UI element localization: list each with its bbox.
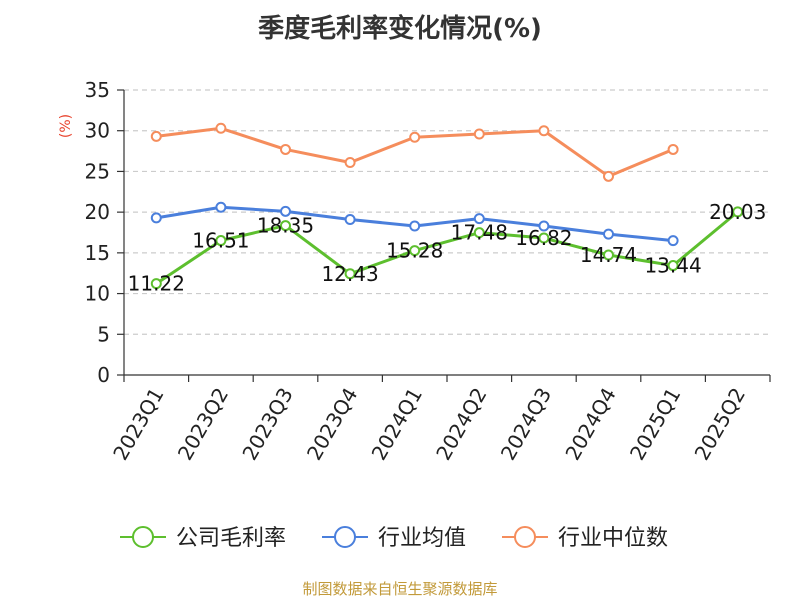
y-unit-label: (%) bbox=[58, 114, 74, 138]
y-tick-label: 20 bbox=[85, 200, 110, 224]
x-tick-label: 2025Q2 bbox=[690, 384, 750, 465]
company-series-point bbox=[280, 220, 291, 232]
industry-median-series-point bbox=[409, 131, 421, 143]
industry-avg-series-point bbox=[280, 205, 291, 217]
company-series-point bbox=[215, 235, 227, 247]
industry-median-series-point bbox=[344, 156, 356, 168]
company-series-point bbox=[344, 268, 356, 280]
industry-avg-series-point bbox=[215, 201, 227, 213]
data-label: 18.35 bbox=[257, 214, 314, 238]
y-tick-label: 5 bbox=[97, 322, 110, 346]
data-label: 12.43 bbox=[321, 262, 378, 286]
data-label: 11.22 bbox=[128, 272, 185, 296]
chart-title: 季度毛利率变化情况(%) bbox=[258, 14, 542, 44]
industry-avg-series-point bbox=[344, 213, 356, 225]
legend-label: 公司毛利率 bbox=[176, 526, 286, 551]
data-label: 14.74 bbox=[580, 243, 637, 267]
x-tick-label: 2023Q2 bbox=[173, 384, 233, 465]
data-label: 20.03 bbox=[709, 200, 766, 224]
industry-avg-series-point bbox=[667, 235, 679, 247]
x-tick-label: 2024Q2 bbox=[431, 384, 491, 465]
x-tick-label: 2023Q1 bbox=[108, 384, 168, 465]
x-tick-label: 2023Q4 bbox=[302, 384, 362, 465]
industry-median-series-point bbox=[473, 128, 485, 140]
data-label: 13.44 bbox=[644, 254, 701, 278]
company-series-point bbox=[538, 232, 550, 244]
industry-median-series-point bbox=[280, 143, 291, 155]
y-tick-label: 10 bbox=[85, 282, 110, 306]
company-series-point bbox=[603, 249, 614, 261]
x-tick-label: 2024Q4 bbox=[560, 384, 620, 465]
industry-median-series-point bbox=[150, 130, 162, 142]
y-tick-label: 30 bbox=[85, 119, 110, 143]
company-series-point bbox=[667, 260, 679, 272]
data-label: 16.51 bbox=[192, 229, 249, 253]
industry-median-series-point bbox=[215, 122, 227, 134]
company-series-point bbox=[150, 278, 162, 290]
x-tick-label: 2025Q1 bbox=[625, 384, 685, 465]
industry-avg-series-point bbox=[473, 213, 485, 225]
x-tick-label: 2023Q3 bbox=[237, 384, 297, 465]
industry-median-series-point bbox=[667, 143, 679, 155]
industry-avg-series-point bbox=[538, 220, 550, 232]
industry-avg-series-point bbox=[603, 228, 614, 240]
legend-label: 行业中位数 bbox=[558, 526, 668, 551]
y-tick-label: 0 bbox=[97, 363, 110, 387]
y-tick-label: 15 bbox=[85, 241, 110, 265]
y-tick-label: 25 bbox=[85, 159, 110, 183]
industry-median-series-point bbox=[603, 170, 614, 182]
industry-median-series-point bbox=[538, 125, 550, 137]
x-tick-label: 2024Q1 bbox=[367, 384, 427, 465]
data-label: 16.82 bbox=[515, 226, 572, 250]
legend-marker bbox=[514, 526, 536, 548]
company-series-line bbox=[155, 210, 739, 285]
company-series-point bbox=[732, 206, 744, 218]
legend-marker bbox=[132, 526, 154, 548]
y-tick-label: 35 bbox=[85, 78, 110, 102]
company-series-point bbox=[473, 227, 485, 239]
source-note: 制图数据来自恒生聚源数据库 bbox=[302, 580, 498, 598]
industry-avg-series-point bbox=[409, 220, 421, 232]
legend-marker bbox=[334, 526, 356, 548]
industry-avg-series-point bbox=[150, 212, 162, 224]
x-tick-label: 2024Q3 bbox=[496, 384, 556, 465]
data-label: 17.48 bbox=[451, 221, 508, 245]
data-label: 15.28 bbox=[386, 239, 443, 263]
legend-label: 行业均值 bbox=[378, 526, 466, 551]
company-series-point bbox=[409, 245, 421, 257]
